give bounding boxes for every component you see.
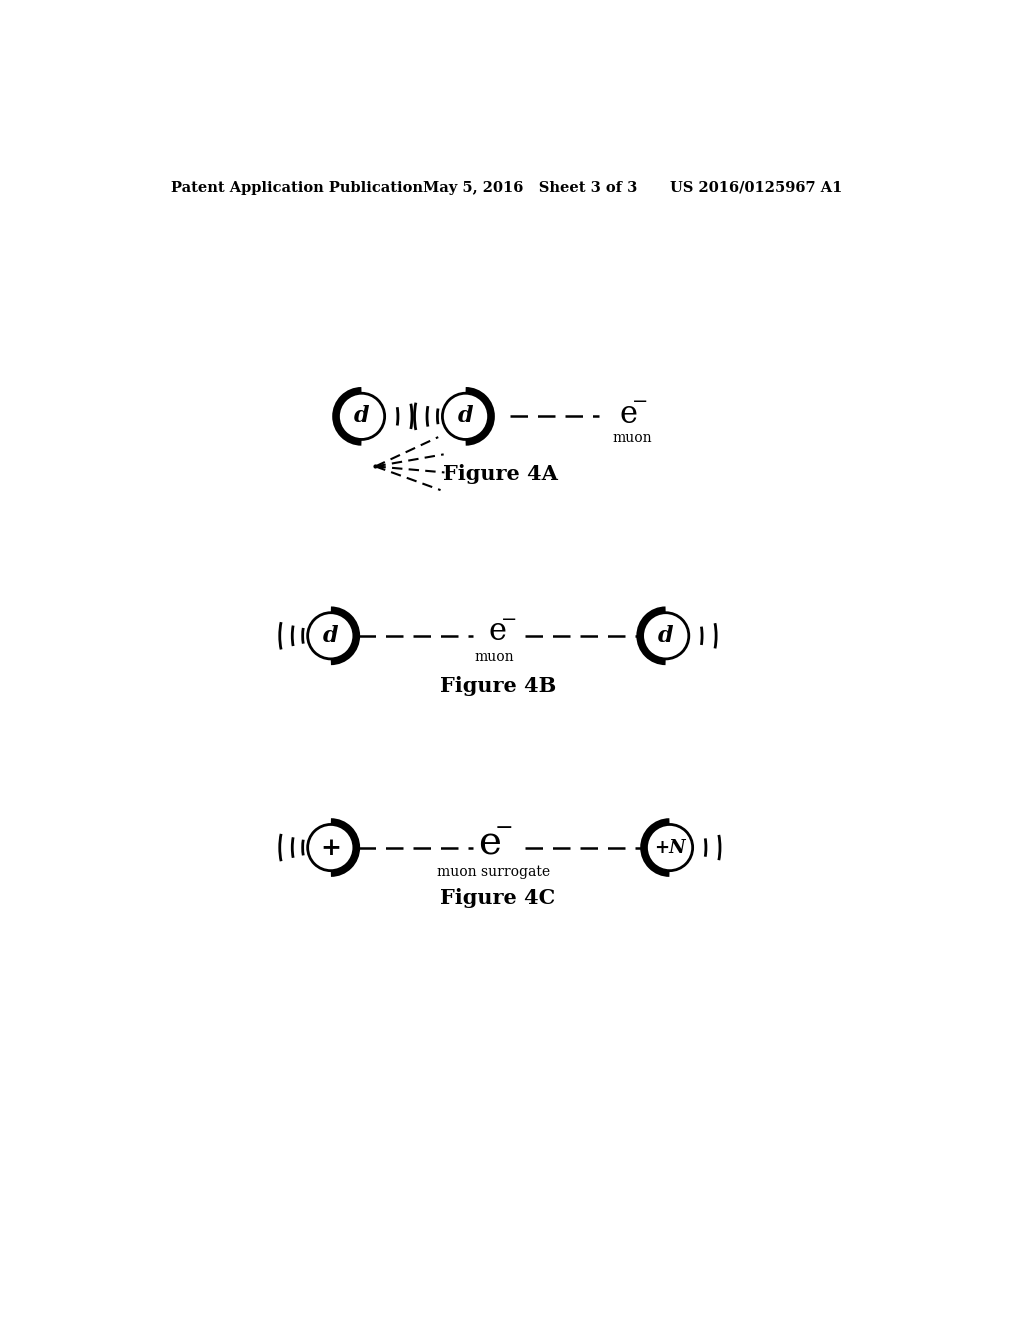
Text: May 5, 2016   Sheet 3 of 3: May 5, 2016 Sheet 3 of 3 [423, 181, 637, 194]
Circle shape [646, 825, 692, 871]
Text: −: − [632, 393, 648, 412]
Text: −: − [501, 611, 517, 628]
Circle shape [643, 612, 689, 659]
Text: US 2016/0125967 A1: US 2016/0125967 A1 [670, 181, 842, 194]
Circle shape [442, 393, 488, 440]
Text: +: + [321, 836, 341, 859]
Text: Patent Application Publication: Patent Application Publication [171, 181, 423, 194]
Text: Figure 4A: Figure 4A [442, 465, 558, 484]
Text: e: e [620, 399, 638, 429]
Text: Figure 4B: Figure 4B [439, 676, 556, 696]
Text: muon surrogate: muon surrogate [437, 865, 551, 879]
Text: +N: +N [653, 838, 685, 857]
Text: Figure 4C: Figure 4C [440, 887, 555, 908]
Circle shape [307, 612, 354, 659]
Text: d: d [658, 624, 674, 647]
Text: d: d [323, 624, 339, 647]
Text: muon: muon [474, 651, 514, 664]
Text: e: e [478, 825, 502, 862]
Text: d: d [354, 405, 370, 428]
Circle shape [307, 825, 354, 871]
Text: d: d [458, 405, 473, 428]
Text: e: e [488, 616, 507, 647]
Text: muon: muon [612, 430, 652, 445]
Circle shape [339, 393, 385, 440]
Text: −: − [495, 817, 513, 838]
